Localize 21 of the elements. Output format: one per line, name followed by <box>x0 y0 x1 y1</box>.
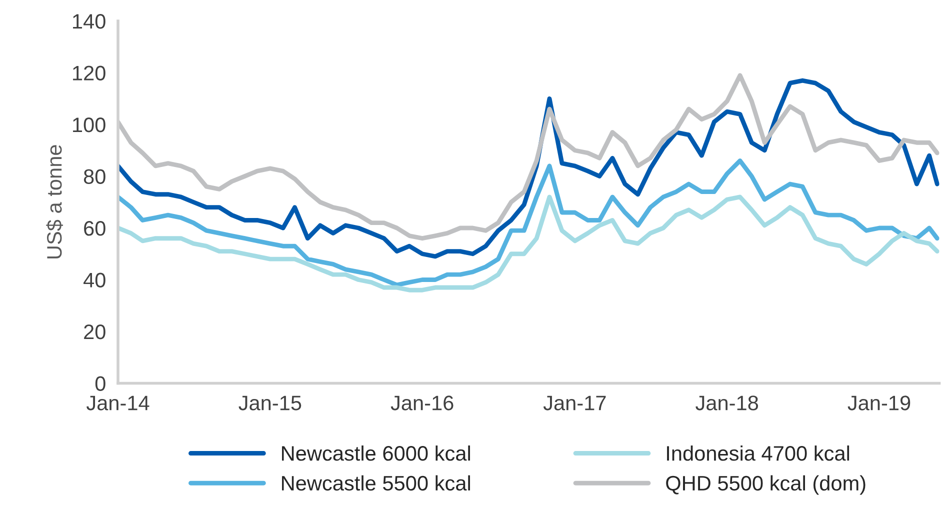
y-tick-label: 40 <box>84 272 106 288</box>
legend-label: Newcastle 5500 kcal <box>282 475 470 491</box>
y-tick-label: 0 <box>95 376 106 392</box>
y-tick-label: 20 <box>84 324 106 340</box>
y-axis-title: US$ a tonne <box>46 145 64 258</box>
x-tick-label: Jan-16 <box>390 396 454 410</box>
y-tick-label: 140 <box>73 14 106 29</box>
x-tick-label: Jan-18 <box>696 396 758 410</box>
y-tick-label: 120 <box>73 66 106 81</box>
y-tick-label: 80 <box>84 169 106 184</box>
line-series <box>118 194 940 292</box>
legend-label: Indonesia 4700 kcal <box>667 445 850 461</box>
legend-label: QHD 5500 kcal (dom) <box>666 475 866 495</box>
line-series <box>118 158 940 288</box>
x-tick-label: Jan-14 <box>86 396 150 410</box>
x-tick-label: Jan-17 <box>543 396 606 410</box>
legend-label: Newcastle 6000 kcal <box>282 445 470 461</box>
x-tick-label: Jan-15 <box>238 396 302 410</box>
y-tick-label: 100 <box>73 118 106 132</box>
y-tick-label: 60 <box>84 221 106 236</box>
x-tick-label: Jan-19 <box>848 396 910 410</box>
